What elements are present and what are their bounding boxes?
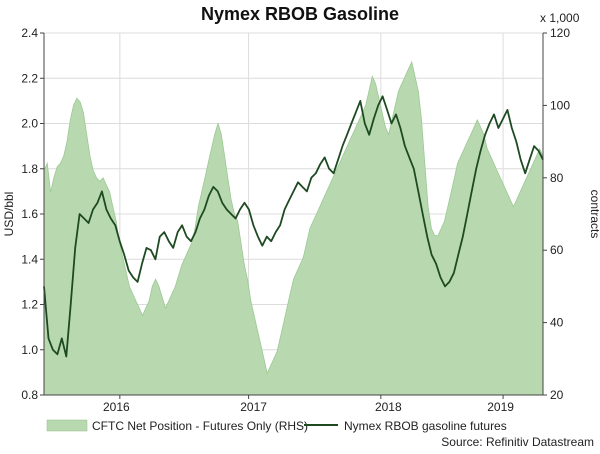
left-tick-label: 1.8 <box>21 162 38 176</box>
x-tick-label: 2016 <box>103 400 130 414</box>
legend-label-line: Nymex RBOB gasoline futures <box>344 419 507 433</box>
right-tick-labels: 20 40 60 80 100 120 <box>543 26 570 402</box>
left-tick-label: 1.4 <box>21 252 38 266</box>
left-tick-label: 1.2 <box>21 298 38 312</box>
x-tick-label: 2017 <box>240 400 267 414</box>
x-tick-labels: 2016 2017 2018 2019 <box>103 395 514 414</box>
chart-title: Nymex RBOB Gasoline <box>201 4 399 24</box>
left-tick-label: 0.8 <box>21 388 38 402</box>
right-tick-label: 120 <box>550 26 570 40</box>
legend: CFTC Net Position - Futures Only (RHS) N… <box>46 419 507 433</box>
left-tick-label: 2.2 <box>21 71 38 85</box>
right-axis-multiplier: x 1,000 <box>540 11 580 25</box>
source-note: Source: Refinitiv Datastream <box>441 435 594 449</box>
rbob-futures-line <box>43 95 544 358</box>
left-tick-label: 2.4 <box>21 26 38 40</box>
x-tick-label: 2018 <box>375 400 402 414</box>
cftc-net-position-area <box>43 60 544 396</box>
right-tick-label: 40 <box>550 316 564 330</box>
legend-swatch-area <box>46 419 88 432</box>
left-tick-labels: 0.8 1.0 1.2 1.4 1.6 1.8 2.0 2.2 2.4 <box>21 26 44 402</box>
left-tick-label: 1.0 <box>21 343 38 357</box>
left-tick-label: 2.0 <box>21 117 38 131</box>
right-tick-label: 60 <box>550 243 564 257</box>
left-axis-label: USD/bbl <box>2 192 16 237</box>
left-tick-label: 1.6 <box>21 207 38 221</box>
right-axis-label: contracts <box>588 190 600 239</box>
right-tick-label: 80 <box>550 171 564 185</box>
right-tick-label: 20 <box>550 388 564 402</box>
area-series <box>43 60 544 396</box>
legend-label-area: CFTC Net Position - Futures Only (RHS) <box>92 419 308 433</box>
right-tick-label: 100 <box>550 98 570 112</box>
line-series <box>43 95 544 358</box>
x-tick-label: 2019 <box>487 400 514 414</box>
